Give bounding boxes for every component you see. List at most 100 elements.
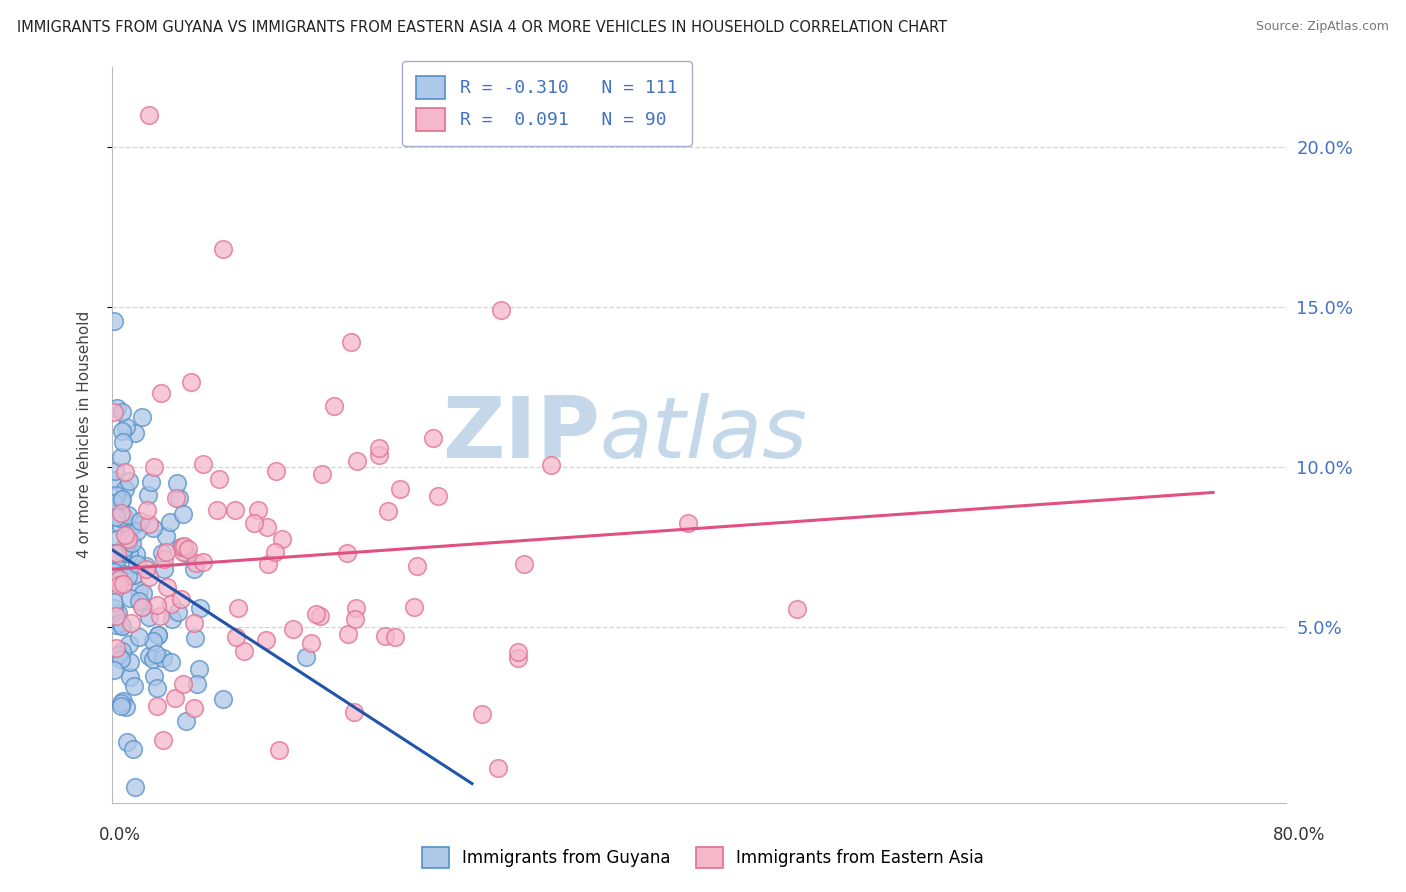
Point [311, 467, 333, 482]
Point [124, 425, 146, 440]
Point [264, 464, 287, 478]
Point [103, 595, 125, 609]
Point [115, 537, 138, 551]
Point [117, 637, 139, 651]
Point [174, 546, 197, 560]
Point [257, 557, 280, 571]
Point [208, 472, 231, 486]
Point [155, 529, 177, 543]
Point [103, 405, 125, 419]
Point [150, 546, 173, 560]
Point [105, 532, 128, 546]
Point [129, 514, 152, 528]
Point [170, 540, 193, 554]
Point [103, 314, 125, 328]
Point [110, 519, 132, 533]
Point [339, 334, 361, 349]
Point [156, 580, 179, 594]
Point [152, 650, 174, 665]
Point [104, 618, 127, 632]
Text: ZIP: ZIP [441, 393, 600, 476]
Point [114, 465, 136, 479]
Point [121, 536, 143, 550]
Point [117, 734, 139, 748]
Point [184, 631, 207, 645]
Point [281, 622, 304, 636]
Point [388, 483, 411, 497]
Point [122, 568, 145, 582]
Point [138, 488, 160, 502]
Point [142, 669, 165, 683]
Point [166, 476, 188, 491]
Point [107, 648, 129, 663]
Point [264, 545, 287, 559]
Point [207, 503, 229, 517]
Point [176, 542, 198, 557]
Point [183, 616, 205, 631]
Point [139, 475, 162, 489]
Point [183, 561, 205, 575]
Point [173, 539, 195, 553]
Point [131, 599, 153, 614]
Point [254, 633, 277, 648]
Point [402, 599, 425, 614]
Point [191, 458, 214, 472]
Point [104, 608, 127, 623]
Text: IMMIGRANTS FROM GUYANA VS IMMIGRANTS FROM EASTERN ASIA 4 OR MORE VEHICLES IN HOU: IMMIGRANTS FROM GUYANA VS IMMIGRANTS FRO… [17, 20, 948, 35]
Point [471, 706, 494, 721]
Point [103, 464, 125, 478]
Point [111, 546, 134, 560]
Point [336, 627, 359, 641]
Point [188, 601, 211, 615]
Point [335, 546, 357, 560]
Point [247, 503, 270, 517]
Point [786, 602, 808, 616]
Point [103, 546, 125, 560]
Point [105, 401, 128, 416]
Point [103, 565, 125, 579]
Point [112, 541, 135, 556]
Point [138, 648, 160, 663]
Point [103, 601, 125, 615]
Point [160, 612, 183, 626]
Point [120, 616, 142, 631]
Point [212, 692, 235, 706]
Point [112, 567, 135, 582]
Point [384, 631, 406, 645]
Point [111, 491, 134, 506]
Point [104, 560, 127, 574]
Point [115, 700, 138, 714]
Point [124, 780, 146, 794]
Point [135, 562, 157, 576]
Point [172, 507, 194, 521]
Point [112, 510, 135, 524]
Point [110, 698, 132, 713]
Point [212, 242, 235, 256]
Point [486, 761, 509, 775]
Point [118, 591, 141, 605]
Legend: R = -0.310   N = 111, R =  0.091   N = 90: R = -0.310 N = 111, R = 0.091 N = 90 [402, 62, 692, 145]
Point [120, 522, 142, 536]
Legend: Immigrants from Guyana, Immigrants from Eastern Asia: Immigrants from Guyana, Immigrants from … [416, 840, 990, 875]
Point [256, 520, 278, 534]
Point [108, 510, 131, 524]
Point [167, 491, 190, 506]
Point [104, 510, 127, 524]
Point [142, 652, 165, 666]
Point [104, 641, 127, 656]
Point [118, 547, 141, 561]
Point [111, 694, 134, 708]
Point [186, 677, 208, 691]
Point [138, 108, 160, 122]
Point [184, 556, 207, 570]
Point [343, 705, 366, 719]
Point [127, 524, 149, 538]
Point [233, 644, 256, 658]
Point [128, 593, 150, 607]
Point [108, 615, 131, 630]
Point [150, 385, 173, 400]
Point [146, 628, 169, 642]
Point [128, 582, 150, 597]
Point [103, 474, 125, 488]
Point [368, 442, 391, 456]
